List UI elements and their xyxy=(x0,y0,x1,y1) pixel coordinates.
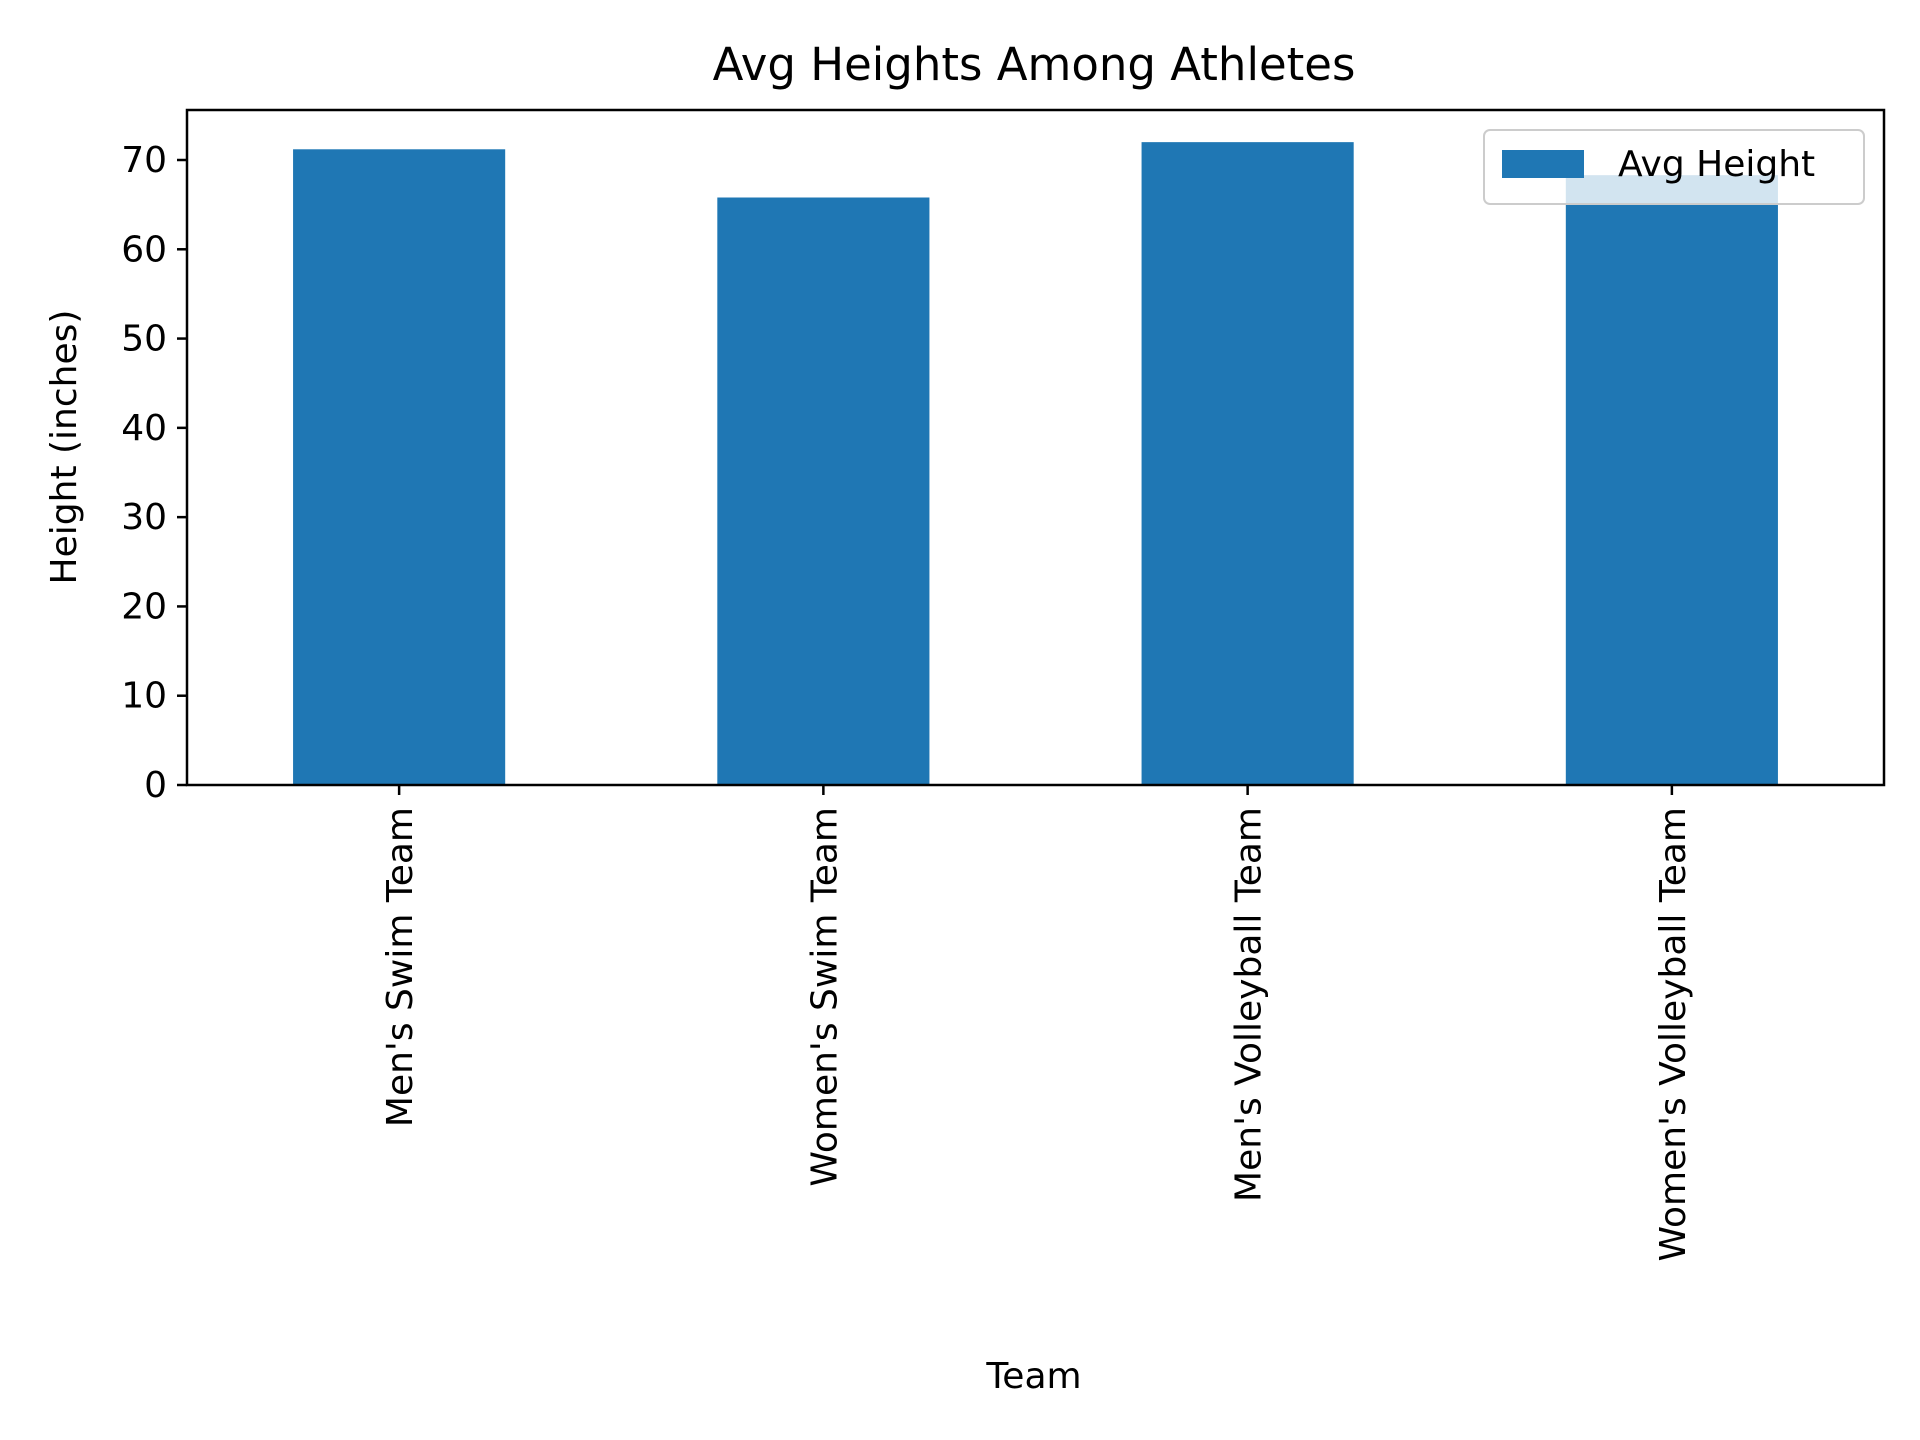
chart-title: Avg Heights Among Athletes xyxy=(713,38,1356,91)
y-tick-label: 40 xyxy=(121,408,167,449)
bars-group xyxy=(293,142,1778,786)
bar xyxy=(717,197,930,785)
x-axis-ticks: Men's Swim Team Women's Swim Team Men's Vo… xyxy=(380,785,1694,1261)
legend-label: Avg Height xyxy=(1618,144,1815,185)
bar xyxy=(1565,175,1778,785)
legend-swatch xyxy=(1502,150,1584,178)
y-tick-label: 10 xyxy=(121,676,167,717)
y-axis-ticks: 0 10 20 30 40 50 60 70 xyxy=(121,140,187,806)
y-tick-label: 50 xyxy=(121,319,167,360)
legend-box xyxy=(1483,129,1865,205)
bar xyxy=(1141,142,1354,786)
x-tick-label: Women's Volleyball Team xyxy=(1653,807,1694,1261)
x-tick-label: Women's Swim Team xyxy=(804,807,845,1187)
y-tick-label: 30 xyxy=(121,497,167,538)
x-axis-label: Team xyxy=(985,1356,1081,1397)
y-tick-label: 70 xyxy=(121,140,167,181)
bar xyxy=(293,149,506,786)
y-tick-label: 0 xyxy=(144,765,167,806)
plot-frame xyxy=(185,108,1886,787)
y-tick-label: 60 xyxy=(121,229,167,270)
y-tick-label: 20 xyxy=(121,586,167,627)
y-axis-label: Height (inches) xyxy=(44,310,85,585)
legend: Avg Height xyxy=(1483,129,1865,205)
x-tick-label: Men's Volleyball Team xyxy=(1229,807,1270,1202)
x-tick-label: Men's Swim Team xyxy=(380,807,421,1127)
